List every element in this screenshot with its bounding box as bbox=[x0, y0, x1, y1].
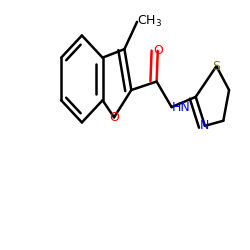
Text: O: O bbox=[109, 111, 119, 124]
Text: O: O bbox=[153, 44, 163, 57]
Text: N: N bbox=[200, 119, 209, 132]
Text: S: S bbox=[212, 60, 220, 73]
Text: HN: HN bbox=[172, 100, 190, 114]
Text: CH$_3$: CH$_3$ bbox=[137, 14, 162, 30]
